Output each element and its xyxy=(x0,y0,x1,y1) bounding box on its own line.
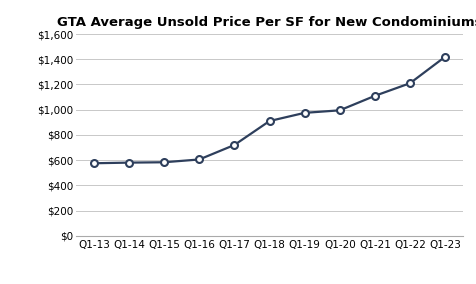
Title: GTA Average Unsold Price Per SF for New Condominiums: GTA Average Unsold Price Per SF for New … xyxy=(57,16,476,29)
